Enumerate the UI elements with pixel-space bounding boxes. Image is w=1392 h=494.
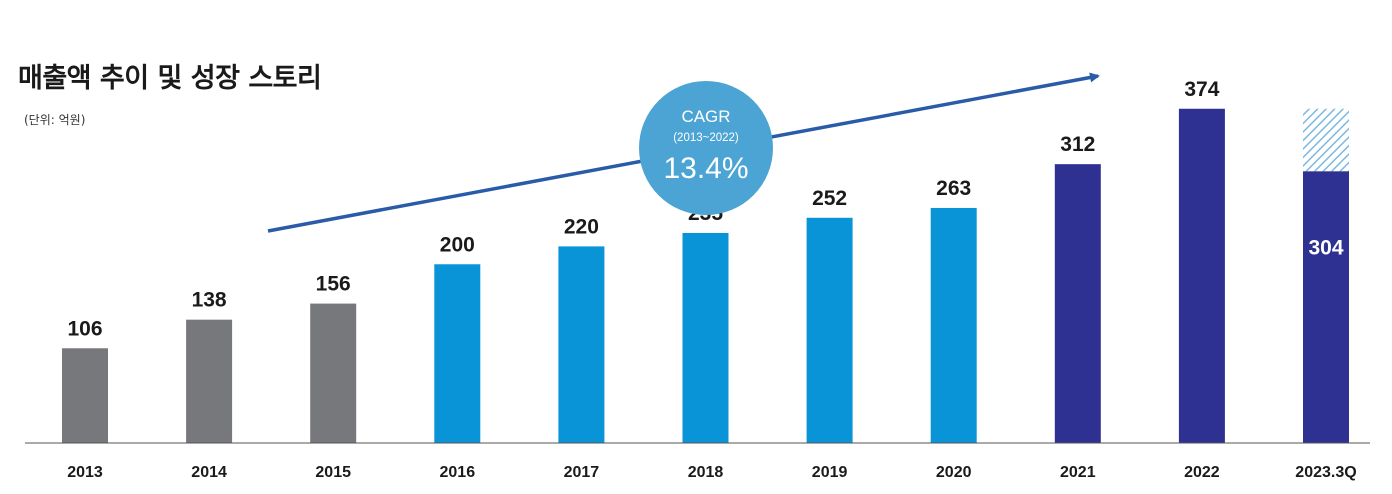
bars-layer — [62, 108, 1349, 444]
value-label-2017: 220 — [564, 215, 599, 238]
unit-label: (단위: 억원) — [24, 113, 86, 127]
x-tick-2023.3Q: 2023.3Q — [1295, 464, 1356, 481]
cagr-period: (2013~2022) — [673, 132, 739, 144]
bar-2022 — [1178, 108, 1225, 444]
value-label-2016: 200 — [440, 233, 475, 256]
value-label-2019: 252 — [812, 187, 847, 210]
cagr-badge: CAGR (2013~2022) 13.4% — [639, 81, 773, 215]
bar-2015 — [310, 303, 357, 443]
cagr-label: CAGR — [681, 107, 730, 126]
x-tick-2018: 2018 — [688, 464, 724, 481]
x-tick-2022: 2022 — [1184, 464, 1220, 481]
x-tick-2016: 2016 — [440, 464, 476, 481]
x-tick-2014: 2014 — [191, 464, 227, 481]
x-tick-2021: 2021 — [1060, 464, 1096, 481]
bar-2023.3Q — [1303, 171, 1349, 444]
value-label-2021: 312 — [1060, 133, 1095, 156]
projection-bar-2023.3Q — [1303, 108, 1349, 172]
chart-title: 매출액 추이 및 성장 스토리 — [18, 63, 322, 94]
bar-2019 — [806, 217, 853, 443]
x-tick-2013: 2013 — [67, 464, 103, 481]
bar-2021 — [1054, 164, 1101, 444]
bar-2018 — [682, 232, 729, 443]
x-tick-2017: 2017 — [564, 464, 600, 481]
value-label-2020: 263 — [936, 177, 971, 200]
cagr-circle — [639, 81, 773, 215]
value-label-2022: 374 — [1184, 78, 1219, 101]
ticks-layer: 2013 2014 2015 2016 2017 2018 2019 2020 2021 2022… — [67, 464, 1356, 481]
bar-2016 — [434, 264, 481, 443]
x-tick-2015: 2015 — [315, 464, 351, 481]
value-label-2013: 106 — [67, 317, 102, 340]
value-label-2023.3Q: 304 — [1308, 236, 1343, 259]
cagr-value: 13.4% — [663, 152, 748, 185]
bar-2020 — [930, 207, 977, 443]
x-tick-2019: 2019 — [812, 464, 848, 481]
value-label-2014: 138 — [192, 289, 227, 312]
bar-2017 — [558, 246, 605, 443]
bar-2014 — [186, 319, 233, 443]
labels-layer: 106138156200220235252263312374304 — [67, 78, 1343, 341]
value-label-2015: 156 — [316, 273, 351, 296]
projection-layer — [1303, 108, 1349, 172]
bar-2013 — [62, 348, 108, 443]
x-tick-2020: 2020 — [936, 464, 972, 481]
